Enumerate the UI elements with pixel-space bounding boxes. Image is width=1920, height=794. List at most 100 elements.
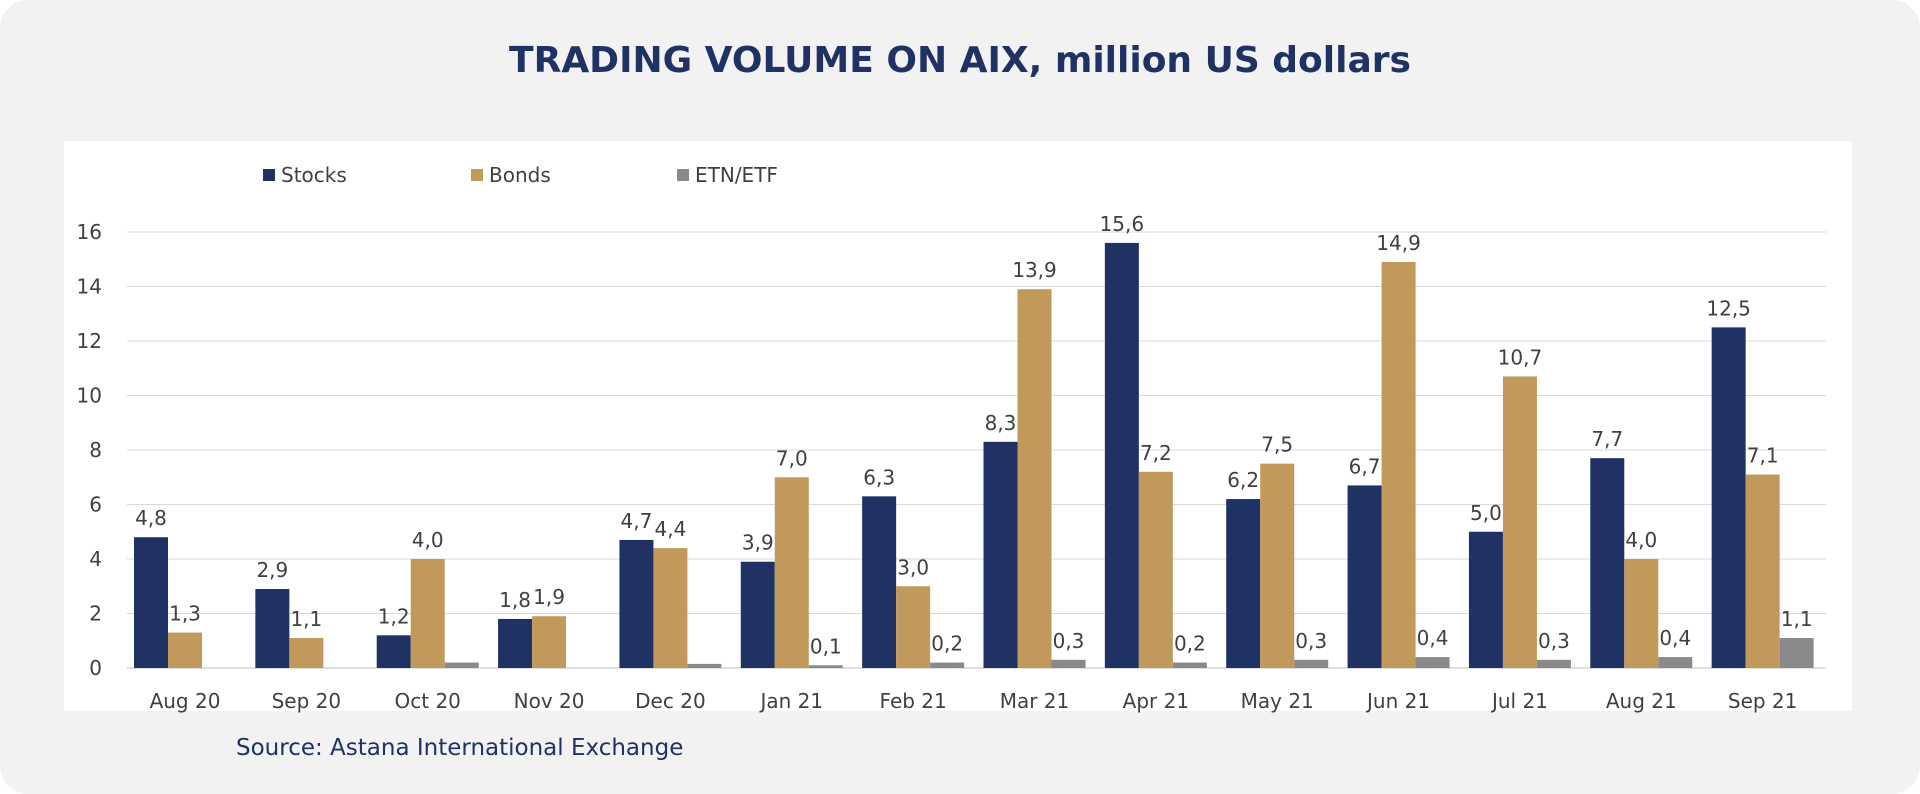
y-tick-label: 6 bbox=[89, 493, 102, 517]
data-label: 0,3 bbox=[1053, 629, 1085, 653]
data-label: 0,3 bbox=[1295, 629, 1327, 653]
x-tick-label: Mar 21 bbox=[1000, 689, 1070, 713]
legend-swatch bbox=[471, 169, 483, 181]
data-label: 0,1 bbox=[810, 634, 842, 658]
x-tick-label: May 21 bbox=[1241, 689, 1314, 713]
bar-etn-etf bbox=[1172, 662, 1207, 668]
data-label: 0,4 bbox=[1659, 626, 1691, 650]
bar-stocks bbox=[1590, 458, 1625, 668]
data-label: 1,1 bbox=[290, 607, 322, 631]
bar-stocks bbox=[376, 635, 411, 668]
data-label: 1,3 bbox=[169, 602, 201, 626]
bar-bonds bbox=[1502, 376, 1537, 668]
legend-label: Bonds bbox=[489, 163, 551, 187]
bar-stocks bbox=[983, 441, 1018, 668]
bar-bonds bbox=[289, 638, 324, 668]
y-tick-label: 0 bbox=[89, 656, 102, 680]
bar-bonds bbox=[774, 477, 809, 668]
bar-bonds bbox=[1260, 463, 1295, 668]
bar-stocks bbox=[619, 539, 654, 668]
data-label: 7,2 bbox=[1140, 441, 1172, 465]
bar-stocks bbox=[255, 588, 290, 668]
data-label: 8,3 bbox=[985, 411, 1017, 435]
data-label: 2,9 bbox=[256, 558, 288, 582]
data-label: 0,2 bbox=[1174, 632, 1206, 656]
x-tick-label: Jun 21 bbox=[1365, 689, 1430, 713]
data-label: 7,1 bbox=[1747, 444, 1779, 468]
data-label: 4,8 bbox=[135, 506, 167, 530]
bar-etn-etf bbox=[1779, 638, 1814, 668]
source-note: Source: Astana International Exchange bbox=[236, 735, 684, 761]
legend-label: Stocks bbox=[281, 163, 347, 187]
bar-etn-etf bbox=[1294, 659, 1329, 668]
x-tick-label: Jan 21 bbox=[758, 689, 823, 713]
data-label: 15,6 bbox=[1100, 212, 1145, 236]
x-tick-label: Sep 20 bbox=[272, 689, 342, 713]
data-label: 5,0 bbox=[1470, 501, 1502, 525]
x-tick-label: Aug 21 bbox=[1606, 689, 1677, 713]
y-tick-label: 2 bbox=[89, 602, 102, 626]
data-label: 0,4 bbox=[1417, 626, 1449, 650]
data-label: 1,8 bbox=[499, 588, 531, 612]
bar-etn-etf bbox=[687, 663, 722, 668]
y-tick-label: 8 bbox=[89, 438, 102, 462]
bar-etn-etf bbox=[808, 665, 843, 668]
bar-etn-etf bbox=[1051, 659, 1086, 668]
bar-etn-etf bbox=[1536, 659, 1571, 668]
bar-stocks bbox=[134, 537, 168, 668]
data-label: 4,7 bbox=[621, 509, 653, 533]
x-tick-label: Apr 21 bbox=[1123, 689, 1189, 713]
bar-bonds bbox=[1017, 289, 1052, 668]
bar-bonds bbox=[896, 586, 931, 668]
data-label: 7,5 bbox=[1261, 433, 1293, 457]
x-tick-label: Oct 20 bbox=[395, 689, 461, 713]
data-label: 7,0 bbox=[776, 446, 808, 470]
bar-stocks bbox=[1104, 242, 1139, 668]
legend-swatch bbox=[677, 169, 689, 181]
plot-panel bbox=[64, 141, 1852, 711]
bar-stocks bbox=[1347, 485, 1382, 668]
legend-label: ETN/ETF bbox=[695, 163, 778, 187]
y-tick-label: 10 bbox=[77, 384, 102, 408]
x-tick-label: Jul 21 bbox=[1490, 689, 1548, 713]
x-tick-label: Sep 21 bbox=[1728, 689, 1798, 713]
y-tick-label: 16 bbox=[77, 220, 102, 244]
data-label: 1,2 bbox=[378, 604, 410, 628]
bar-bonds bbox=[410, 559, 445, 668]
bar-etn-etf bbox=[444, 662, 479, 668]
data-label: 6,7 bbox=[1349, 454, 1381, 478]
data-label: 3,9 bbox=[742, 531, 774, 555]
data-label: 3,0 bbox=[897, 555, 929, 579]
bar-stocks bbox=[1711, 327, 1746, 668]
y-tick-label: 14 bbox=[77, 275, 102, 299]
bar-etn-etf bbox=[1658, 657, 1693, 668]
bar-bonds bbox=[1745, 474, 1780, 668]
bar-bonds bbox=[168, 632, 202, 668]
bar-bonds bbox=[653, 548, 688, 668]
data-label: 7,7 bbox=[1591, 427, 1623, 451]
bar-bonds bbox=[1138, 471, 1173, 668]
bar-etn-etf bbox=[1415, 657, 1450, 668]
data-label: 6,2 bbox=[1227, 468, 1259, 492]
data-label: 0,2 bbox=[931, 632, 963, 656]
data-label: 4,4 bbox=[655, 517, 687, 541]
data-label: 14,9 bbox=[1376, 231, 1421, 255]
y-tick-label: 12 bbox=[77, 329, 102, 353]
bar-stocks bbox=[1468, 531, 1503, 668]
data-label: 0,3 bbox=[1538, 629, 1570, 653]
bar-stocks bbox=[498, 618, 533, 668]
bar-bonds bbox=[1381, 261, 1416, 668]
bar-stocks bbox=[862, 496, 897, 668]
x-tick-label: Feb 21 bbox=[880, 689, 947, 713]
x-tick-label: Dec 20 bbox=[635, 689, 706, 713]
data-label: 13,9 bbox=[1012, 258, 1057, 282]
data-label: 4,0 bbox=[412, 528, 444, 552]
data-label: 1,9 bbox=[533, 585, 565, 609]
bar-stocks bbox=[1226, 499, 1261, 668]
data-label: 4,0 bbox=[1625, 528, 1657, 552]
x-tick-label: Nov 20 bbox=[514, 689, 585, 713]
bar-bonds bbox=[1624, 559, 1659, 668]
data-label: 12,5 bbox=[1706, 296, 1751, 320]
